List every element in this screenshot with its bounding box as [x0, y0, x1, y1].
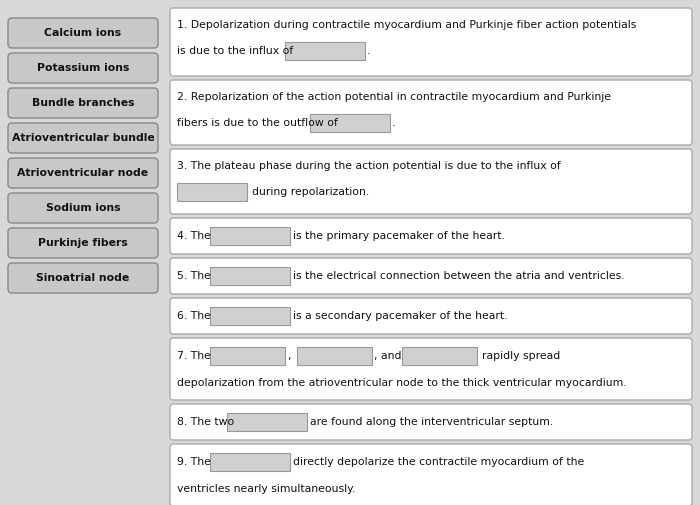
Bar: [210, 347, 285, 365]
Text: 8. The two: 8. The two: [177, 417, 234, 427]
FancyBboxPatch shape: [170, 444, 692, 505]
FancyBboxPatch shape: [8, 158, 158, 188]
FancyBboxPatch shape: [8, 123, 158, 153]
FancyBboxPatch shape: [170, 8, 692, 76]
Bar: [310, 114, 390, 132]
Text: Sodium ions: Sodium ions: [46, 203, 120, 213]
FancyBboxPatch shape: [8, 228, 158, 258]
Text: Purkinje fibers: Purkinje fibers: [38, 238, 128, 248]
Bar: [210, 227, 290, 245]
Text: 2. Repolarization of the action potential in contractile myocardium and Purkinje: 2. Repolarization of the action potentia…: [177, 92, 611, 102]
Bar: [210, 453, 290, 471]
Text: is a secondary pacemaker of the heart.: is a secondary pacemaker of the heart.: [293, 311, 508, 321]
FancyBboxPatch shape: [8, 263, 158, 293]
FancyBboxPatch shape: [170, 80, 692, 145]
Text: 4. The: 4. The: [177, 231, 211, 241]
Text: Atrioventricular node: Atrioventricular node: [18, 168, 148, 178]
Text: 3. The plateau phase during the action potential is due to the influx of: 3. The plateau phase during the action p…: [177, 161, 561, 171]
FancyBboxPatch shape: [8, 18, 158, 48]
Text: , and: , and: [374, 351, 402, 361]
Text: ,: ,: [287, 351, 290, 361]
Text: rapidly spread: rapidly spread: [482, 351, 560, 361]
Text: .: .: [392, 118, 396, 128]
Text: Atrioventricular bundle: Atrioventricular bundle: [12, 133, 155, 143]
Bar: [285, 42, 365, 60]
Bar: [177, 183, 247, 201]
Text: 1. Depolarization during contractile myocardium and Purkinje fiber action potent: 1. Depolarization during contractile myo…: [177, 20, 636, 30]
Text: .: .: [367, 46, 370, 56]
Text: fibers is due to the outflow of: fibers is due to the outflow of: [177, 118, 338, 128]
FancyBboxPatch shape: [170, 218, 692, 254]
Text: 6. The: 6. The: [177, 311, 211, 321]
Text: 5. The: 5. The: [177, 271, 211, 281]
FancyBboxPatch shape: [170, 298, 692, 334]
FancyBboxPatch shape: [8, 88, 158, 118]
Bar: [227, 413, 307, 431]
FancyBboxPatch shape: [8, 193, 158, 223]
FancyBboxPatch shape: [170, 338, 692, 400]
Text: ventricles nearly simultaneously.: ventricles nearly simultaneously.: [177, 484, 356, 494]
Text: is due to the influx of: is due to the influx of: [177, 46, 293, 56]
Text: directly depolarize the contractile myocardium of the: directly depolarize the contractile myoc…: [293, 457, 584, 467]
Text: depolarization from the atrioventricular node to the thick ventricular myocardiu: depolarization from the atrioventricular…: [177, 378, 626, 388]
Bar: [210, 307, 290, 325]
Bar: [402, 347, 477, 365]
Text: Sinoatrial node: Sinoatrial node: [36, 273, 130, 283]
Text: Potassium ions: Potassium ions: [37, 63, 130, 73]
Text: 7. The: 7. The: [177, 351, 211, 361]
Bar: [297, 347, 372, 365]
Text: is the primary pacemaker of the heart.: is the primary pacemaker of the heart.: [293, 231, 505, 241]
Bar: [210, 267, 290, 285]
FancyBboxPatch shape: [170, 404, 692, 440]
FancyBboxPatch shape: [170, 149, 692, 214]
Text: are found along the interventricular septum.: are found along the interventricular sep…: [310, 417, 553, 427]
Text: during repolarization.: during repolarization.: [252, 187, 370, 197]
Text: is the electrical connection between the atria and ventricles.: is the electrical connection between the…: [293, 271, 624, 281]
FancyBboxPatch shape: [8, 53, 158, 83]
Text: Bundle branches: Bundle branches: [32, 98, 134, 108]
FancyBboxPatch shape: [170, 258, 692, 294]
Text: 9. The: 9. The: [177, 457, 211, 467]
Text: Calcium ions: Calcium ions: [44, 28, 122, 38]
